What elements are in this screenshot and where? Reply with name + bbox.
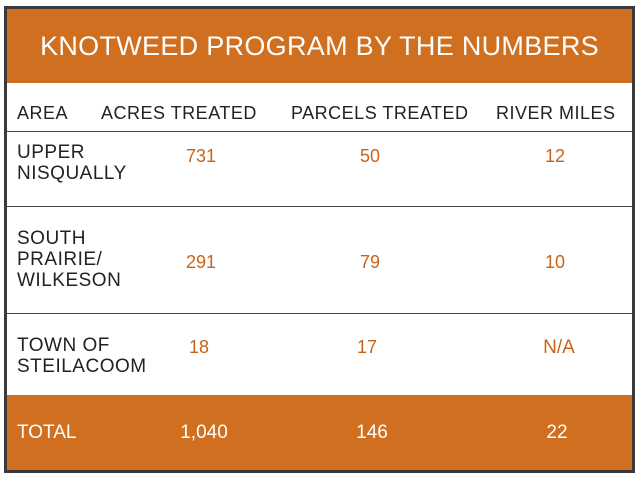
total-label: TOTAL xyxy=(17,422,77,443)
total-acres: 1,040 xyxy=(180,422,228,443)
title-bar xyxy=(7,9,632,83)
row-separator xyxy=(7,206,632,207)
acres-cell: 291 xyxy=(185,252,217,272)
area-line: SOUTH xyxy=(17,228,86,249)
parcels-cell: 50 xyxy=(359,146,381,166)
area-line: STEILACOOM xyxy=(17,356,147,377)
area-line: TOWN OF xyxy=(17,335,110,356)
parcels-cell: 79 xyxy=(359,252,381,272)
area-line: WILKESON xyxy=(17,270,122,291)
table-frame: KNOTWEED PROGRAM BY THE NUMBERS AREA ACR… xyxy=(4,6,635,473)
acres-cell: 731 xyxy=(185,146,217,166)
row-separator xyxy=(7,131,632,132)
river-miles-cell: 12 xyxy=(544,146,566,166)
area-line: NISQUALLY xyxy=(17,163,127,184)
acres-cell: 18 xyxy=(188,337,210,357)
total-parcels: 146 xyxy=(356,422,388,443)
column-header: RIVER MILES xyxy=(496,103,616,123)
area-line: PRAIRIE/ xyxy=(17,249,103,270)
total-river-miles: 22 xyxy=(546,422,568,443)
column-header: PARCELS TREATED xyxy=(291,103,469,123)
area-cell: UPPER NISQUALLY xyxy=(17,142,127,184)
area-cell: TOWN OF STEILACOOM xyxy=(17,335,147,377)
area-cell: SOUTH PRAIRIE/WILKESON xyxy=(17,228,121,291)
area-line: UPPER xyxy=(17,142,85,163)
column-header: AREA xyxy=(17,103,69,123)
parcels-cell: 17 xyxy=(356,337,378,357)
river-miles-cell: N/A xyxy=(543,337,575,358)
river-miles-cell: 10 xyxy=(544,252,566,272)
column-header: ACRES TREATED xyxy=(101,103,257,123)
row-separator xyxy=(7,313,632,314)
title: KNOTWEED PROGRAM BY THE NUMBERS xyxy=(40,31,599,61)
total-bar xyxy=(7,395,632,470)
